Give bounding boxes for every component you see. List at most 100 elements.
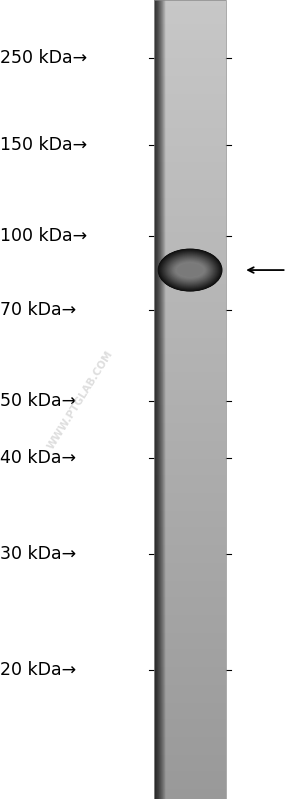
Ellipse shape: [175, 261, 206, 279]
Bar: [154, 485, 226, 487]
Bar: [154, 0, 156, 799]
Bar: [154, 710, 226, 711]
Bar: [154, 731, 226, 733]
Bar: [154, 462, 226, 463]
Bar: [163, 0, 164, 799]
Bar: [158, 0, 159, 799]
Bar: [154, 691, 226, 693]
Bar: [154, 595, 226, 598]
Bar: [154, 606, 226, 607]
Bar: [154, 539, 226, 542]
Ellipse shape: [176, 263, 204, 277]
Bar: [154, 681, 226, 683]
Bar: [157, 0, 159, 799]
Bar: [154, 74, 226, 76]
Bar: [154, 118, 226, 120]
Bar: [154, 489, 226, 491]
Bar: [154, 583, 226, 585]
Bar: [154, 374, 226, 376]
Bar: [154, 566, 226, 567]
Bar: [154, 745, 226, 747]
Bar: [155, 0, 156, 799]
Bar: [154, 785, 226, 787]
Bar: [159, 0, 160, 799]
Ellipse shape: [158, 249, 222, 291]
Bar: [154, 787, 226, 789]
Bar: [154, 146, 226, 148]
Bar: [158, 0, 159, 799]
Bar: [154, 733, 226, 735]
Bar: [154, 446, 226, 447]
Bar: [154, 232, 226, 233]
Bar: [154, 739, 226, 741]
Bar: [157, 0, 158, 799]
Bar: [154, 124, 226, 125]
Bar: [154, 441, 226, 443]
Bar: [154, 763, 226, 765]
Bar: [154, 665, 226, 667]
Bar: [154, 503, 226, 506]
Bar: [154, 114, 226, 116]
Bar: [154, 88, 226, 90]
Bar: [156, 0, 158, 799]
Bar: [154, 747, 226, 749]
Bar: [154, 737, 226, 739]
Text: WWW.PTGLAB.COM: WWW.PTGLAB.COM: [46, 348, 115, 451]
Bar: [154, 727, 226, 729]
Bar: [154, 106, 226, 108]
Ellipse shape: [170, 258, 210, 282]
Bar: [154, 569, 226, 571]
Bar: [154, 348, 226, 350]
Bar: [154, 749, 226, 751]
Bar: [154, 324, 226, 326]
Bar: [154, 34, 226, 36]
Bar: [154, 76, 226, 78]
Bar: [154, 481, 226, 483]
Ellipse shape: [161, 252, 219, 288]
Ellipse shape: [171, 259, 209, 281]
Ellipse shape: [160, 251, 220, 289]
Bar: [154, 94, 226, 96]
Bar: [154, 136, 226, 137]
Bar: [154, 278, 226, 280]
Bar: [154, 265, 226, 268]
Ellipse shape: [167, 256, 213, 284]
Bar: [154, 711, 226, 713]
Bar: [154, 0, 156, 799]
Bar: [154, 36, 226, 38]
Bar: [163, 0, 164, 799]
Bar: [154, 427, 226, 430]
Bar: [156, 0, 158, 799]
Bar: [154, 353, 226, 356]
Ellipse shape: [176, 263, 204, 277]
Bar: [154, 14, 226, 16]
Bar: [154, 487, 226, 489]
Bar: [154, 463, 226, 465]
Bar: [154, 702, 226, 703]
Bar: [154, 609, 226, 611]
Bar: [154, 582, 226, 583]
Bar: [154, 783, 226, 785]
Bar: [154, 222, 226, 224]
Bar: [154, 567, 226, 569]
Bar: [154, 182, 226, 184]
Bar: [154, 102, 226, 104]
Bar: [154, 273, 226, 276]
Bar: [154, 298, 226, 300]
Bar: [154, 439, 226, 441]
Bar: [155, 0, 157, 799]
Ellipse shape: [159, 249, 221, 291]
Bar: [154, 110, 226, 112]
Bar: [154, 28, 226, 30]
Bar: [154, 729, 226, 731]
Ellipse shape: [159, 250, 221, 290]
Ellipse shape: [162, 252, 218, 288]
Ellipse shape: [161, 251, 219, 289]
Bar: [154, 558, 226, 559]
Bar: [154, 330, 226, 332]
Bar: [163, 0, 165, 799]
Bar: [154, 743, 226, 745]
Bar: [154, 419, 226, 422]
Bar: [164, 0, 165, 799]
Bar: [154, 403, 226, 406]
